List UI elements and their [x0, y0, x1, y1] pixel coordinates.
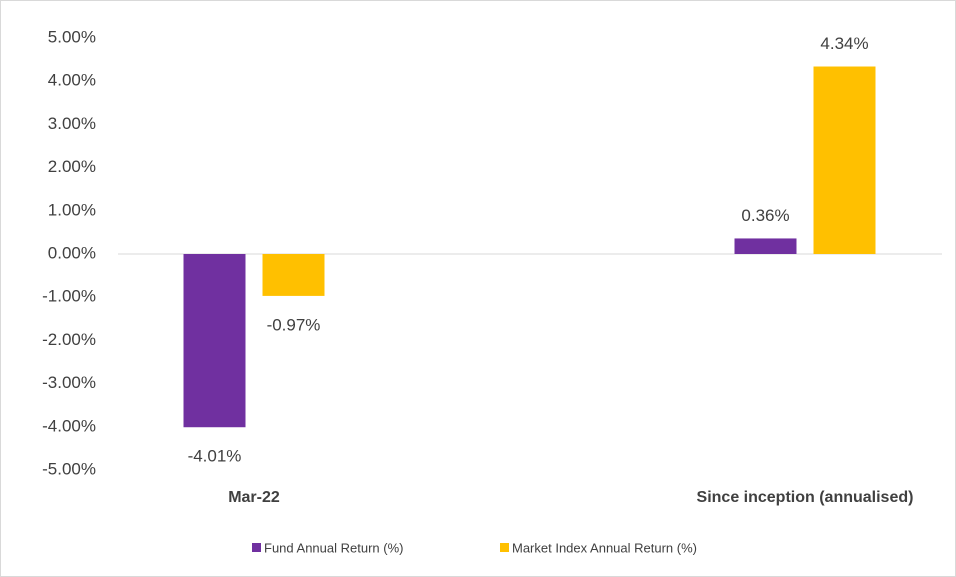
y-tick-label: -4.00% — [42, 416, 96, 435]
y-tick-label: -5.00% — [42, 459, 96, 478]
data-label: -4.01% — [188, 447, 242, 466]
x-tick-label: Mar-22 — [228, 489, 280, 506]
y-tick-label: -1.00% — [42, 287, 96, 306]
bar — [734, 238, 797, 254]
x-tick-label: Since inception (annualised) — [697, 489, 914, 506]
data-label: 4.34% — [820, 34, 868, 53]
y-tick-label: 4.00% — [48, 71, 96, 90]
data-label: 0.36% — [741, 206, 789, 225]
y-tick-label: 5.00% — [48, 27, 96, 46]
y-tick-label: 1.00% — [48, 200, 96, 219]
y-tick-label: 2.00% — [48, 157, 96, 176]
y-tick-label: 3.00% — [48, 114, 96, 133]
legend-label: Market Index Annual Return (%) — [512, 540, 697, 555]
bar — [183, 254, 246, 428]
legend-label: Fund Annual Return (%) — [264, 540, 403, 555]
legend-swatch — [252, 543, 261, 552]
y-tick-label: -2.00% — [42, 330, 96, 349]
legend-swatch — [500, 543, 509, 552]
data-label: -0.97% — [267, 315, 321, 334]
bar — [262, 254, 325, 296]
y-tick-label: -3.00% — [42, 373, 96, 392]
y-tick-label: 0.00% — [48, 243, 96, 262]
bar — [813, 66, 876, 255]
